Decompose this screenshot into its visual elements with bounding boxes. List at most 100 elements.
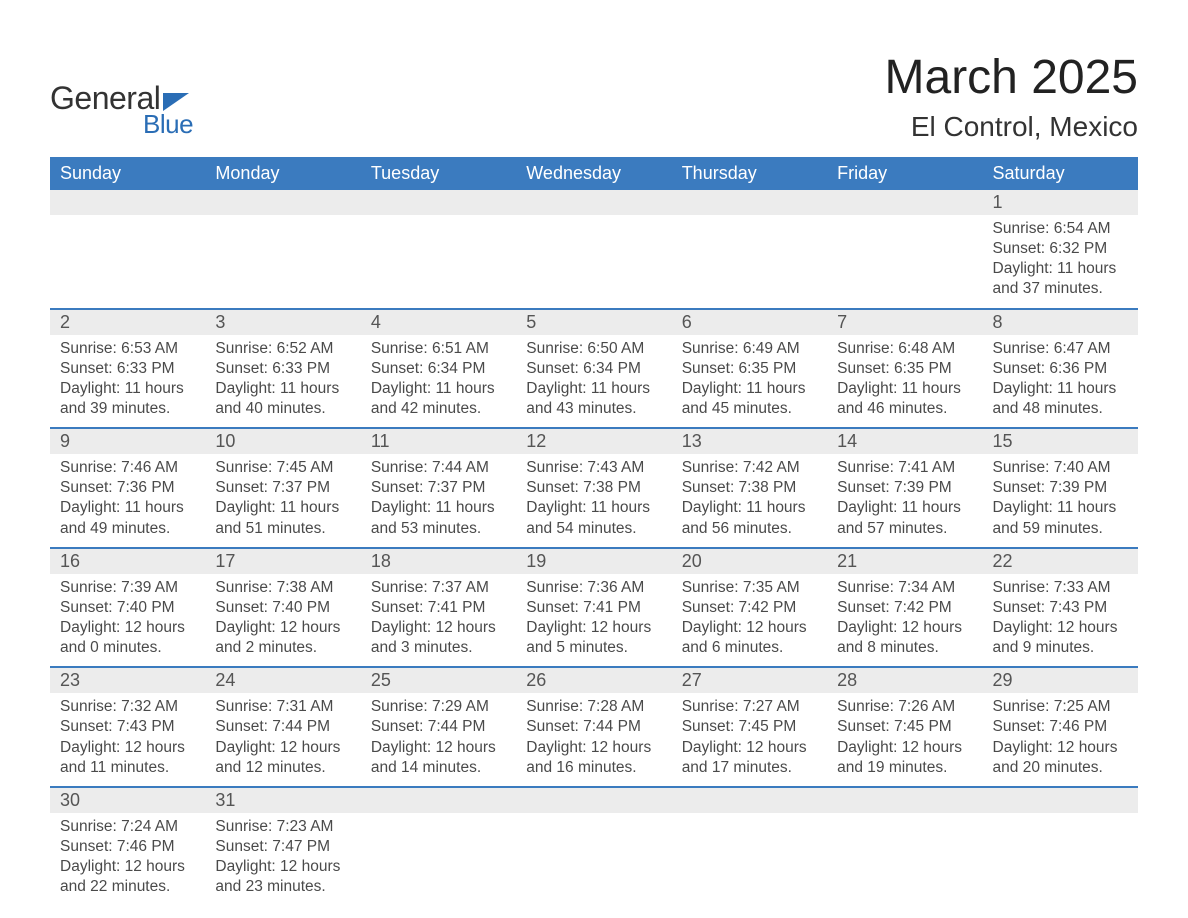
day-detail-line: and 42 minutes. (371, 399, 506, 419)
day-number-cell (827, 787, 982, 813)
day-detail-line: Daylight: 12 hours (837, 738, 972, 758)
day-number-cell (983, 787, 1138, 813)
day-detail-line: and 46 minutes. (837, 399, 972, 419)
day-detail-line: Sunrise: 6:54 AM (993, 219, 1128, 239)
day-detail-line: Daylight: 11 hours (837, 498, 972, 518)
day-detail-line: Daylight: 12 hours (60, 618, 195, 638)
day-content-cell: Sunrise: 7:27 AMSunset: 7:45 PMDaylight:… (672, 693, 827, 787)
day-number-cell: 14 (827, 428, 982, 454)
day-content-cell (672, 813, 827, 906)
day-number-cell (672, 787, 827, 813)
day-detail-line: Sunrise: 7:41 AM (837, 458, 972, 478)
day-content-cell: Sunrise: 7:32 AMSunset: 7:43 PMDaylight:… (50, 693, 205, 787)
day-detail-line: and 11 minutes. (60, 758, 195, 778)
day-detail-line: and 17 minutes. (682, 758, 817, 778)
day-detail-line: and 14 minutes. (371, 758, 506, 778)
day-detail-line: Sunset: 7:37 PM (371, 478, 506, 498)
day-content-row: Sunrise: 6:53 AMSunset: 6:33 PMDaylight:… (50, 335, 1138, 429)
day-detail-line: and 57 minutes. (837, 519, 972, 539)
day-detail-line: Sunset: 7:44 PM (526, 717, 661, 737)
day-number-cell (361, 190, 516, 215)
day-detail-line: Sunrise: 7:45 AM (215, 458, 350, 478)
day-content-cell (361, 813, 516, 906)
day-detail-line: Sunset: 7:44 PM (371, 717, 506, 737)
day-content-cell: Sunrise: 7:35 AMSunset: 7:42 PMDaylight:… (672, 574, 827, 668)
day-content-cell: Sunrise: 7:40 AMSunset: 7:39 PMDaylight:… (983, 454, 1138, 548)
day-content-cell (516, 215, 671, 309)
day-detail-line: Sunrise: 7:43 AM (526, 458, 661, 478)
day-detail-line: Sunset: 7:45 PM (682, 717, 817, 737)
day-content-cell: Sunrise: 7:36 AMSunset: 7:41 PMDaylight:… (516, 574, 671, 668)
day-number-cell: 13 (672, 428, 827, 454)
day-number-cell (205, 190, 360, 215)
day-content-cell: Sunrise: 6:52 AMSunset: 6:33 PMDaylight:… (205, 335, 360, 429)
day-detail-line: Sunrise: 7:36 AM (526, 578, 661, 598)
day-number-cell: 25 (361, 667, 516, 693)
day-detail-line: Sunrise: 7:39 AM (60, 578, 195, 598)
day-content-cell: Sunrise: 6:49 AMSunset: 6:35 PMDaylight:… (672, 335, 827, 429)
day-detail-line: Daylight: 12 hours (60, 738, 195, 758)
day-detail-line: and 3 minutes. (371, 638, 506, 658)
day-detail-line: Sunrise: 7:29 AM (371, 697, 506, 717)
day-content-cell: Sunrise: 7:28 AMSunset: 7:44 PMDaylight:… (516, 693, 671, 787)
day-number-cell (50, 190, 205, 215)
logo: General Blue (50, 80, 193, 140)
day-detail-line: Sunset: 7:39 PM (993, 478, 1128, 498)
day-detail-line: Sunrise: 6:53 AM (60, 339, 195, 359)
day-detail-line: Sunrise: 6:51 AM (371, 339, 506, 359)
header: General Blue March 2025 El Control, Mexi… (50, 50, 1138, 143)
day-detail-line: Sunset: 7:43 PM (60, 717, 195, 737)
day-detail-line: Daylight: 11 hours (60, 379, 195, 399)
day-detail-line: Sunset: 7:40 PM (60, 598, 195, 618)
day-number-cell: 20 (672, 548, 827, 574)
day-detail-line: and 8 minutes. (837, 638, 972, 658)
day-detail-line: Sunrise: 7:33 AM (993, 578, 1128, 598)
day-detail-line: Sunset: 7:46 PM (60, 837, 195, 857)
day-number-cell: 4 (361, 309, 516, 335)
calendar-table: SundayMondayTuesdayWednesdayThursdayFrid… (50, 157, 1138, 905)
day-detail-line: Sunrise: 7:44 AM (371, 458, 506, 478)
day-number-cell: 1 (983, 190, 1138, 215)
day-detail-line: and 49 minutes. (60, 519, 195, 539)
day-number-cell: 18 (361, 548, 516, 574)
day-number-cell: 6 (672, 309, 827, 335)
day-number-cell: 10 (205, 428, 360, 454)
day-detail-line: and 2 minutes. (215, 638, 350, 658)
day-detail-line: Daylight: 11 hours (60, 498, 195, 518)
day-detail-line: Sunset: 6:33 PM (60, 359, 195, 379)
day-detail-line: Sunset: 6:34 PM (526, 359, 661, 379)
day-detail-line: Daylight: 11 hours (993, 379, 1128, 399)
day-number-cell (827, 190, 982, 215)
day-number-cell: 7 (827, 309, 982, 335)
day-detail-line: Sunrise: 7:27 AM (682, 697, 817, 717)
day-detail-line: Sunset: 7:40 PM (215, 598, 350, 618)
day-number-cell: 3 (205, 309, 360, 335)
day-number-cell: 5 (516, 309, 671, 335)
day-detail-line: Sunset: 7:47 PM (215, 837, 350, 857)
day-detail-line: Daylight: 12 hours (371, 738, 506, 758)
logo-triangle-icon (163, 93, 189, 111)
day-content-cell: Sunrise: 6:53 AMSunset: 6:33 PMDaylight:… (50, 335, 205, 429)
day-content-cell: Sunrise: 7:38 AMSunset: 7:40 PMDaylight:… (205, 574, 360, 668)
day-detail-line: Daylight: 11 hours (682, 379, 817, 399)
day-content-cell: Sunrise: 7:31 AMSunset: 7:44 PMDaylight:… (205, 693, 360, 787)
day-detail-line: Sunset: 7:43 PM (993, 598, 1128, 618)
day-number-cell: 21 (827, 548, 982, 574)
day-detail-line: and 39 minutes. (60, 399, 195, 419)
day-detail-line: Daylight: 12 hours (993, 738, 1128, 758)
day-detail-line: Daylight: 12 hours (682, 738, 817, 758)
day-detail-line: and 12 minutes. (215, 758, 350, 778)
day-number-cell: 29 (983, 667, 1138, 693)
day-content-row: Sunrise: 7:46 AMSunset: 7:36 PMDaylight:… (50, 454, 1138, 548)
day-content-cell: Sunrise: 7:37 AMSunset: 7:41 PMDaylight:… (361, 574, 516, 668)
day-detail-line: Daylight: 12 hours (60, 857, 195, 877)
day-detail-line: Daylight: 12 hours (526, 738, 661, 758)
day-number-cell: 11 (361, 428, 516, 454)
day-header: Friday (827, 157, 982, 190)
day-detail-line: and 37 minutes. (993, 279, 1128, 299)
day-detail-line: Daylight: 11 hours (837, 379, 972, 399)
day-detail-line: Sunrise: 7:23 AM (215, 817, 350, 837)
day-content-cell: Sunrise: 6:50 AMSunset: 6:34 PMDaylight:… (516, 335, 671, 429)
day-content-cell: Sunrise: 7:44 AMSunset: 7:37 PMDaylight:… (361, 454, 516, 548)
day-number-row: 23242526272829 (50, 667, 1138, 693)
